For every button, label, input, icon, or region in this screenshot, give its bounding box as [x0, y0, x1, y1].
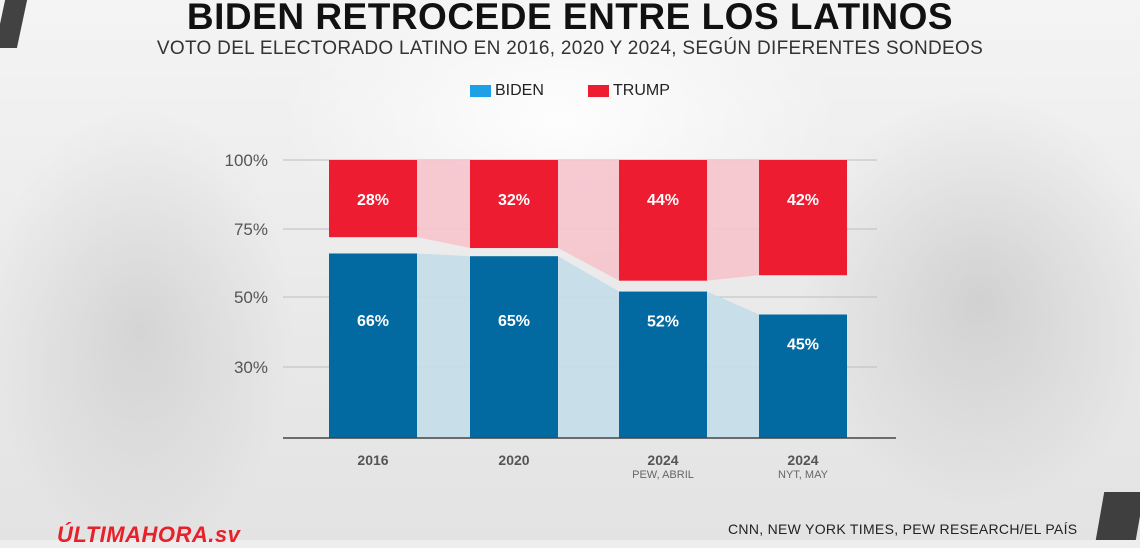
bar-biden — [470, 256, 558, 438]
y-tick-label: 100% — [225, 151, 268, 170]
biden-connector-band — [417, 253, 470, 438]
bar-biden — [759, 314, 847, 438]
trump-connector-band — [707, 160, 759, 281]
bar-biden — [329, 253, 417, 438]
biden-connector-band — [707, 291, 759, 438]
chart-subtitle: VOTO DEL ELECTORADO LATINO EN 2016, 2020… — [156, 38, 984, 59]
y-tick-label: 50% — [234, 288, 268, 307]
trump-connector-band — [558, 160, 619, 281]
x-category-label: 2016 — [357, 452, 388, 468]
data-label-biden: 52% — [647, 314, 679, 331]
bar-biden — [619, 291, 707, 438]
data-label-biden: 65% — [498, 313, 530, 330]
source-note: CNN, NEW YORK TIMES, PEW RESEARCH/EL PAÍ… — [728, 521, 1078, 537]
trump-connector-band — [417, 160, 470, 249]
legend-swatch-trump — [588, 85, 609, 97]
biden-connector-band — [558, 256, 619, 438]
chart-title: BIDEN RETROCEDE ENTRE LOS LATINOS — [186, 0, 954, 37]
bar-trump — [759, 160, 847, 276]
bar-trump — [470, 160, 558, 249]
legend-swatch-biden — [470, 85, 491, 97]
y-tick-label: 75% — [234, 220, 268, 239]
legend-label-biden: BIDEN — [495, 82, 544, 99]
data-label-biden: 45% — [787, 337, 819, 354]
data-label-biden: 66% — [357, 313, 389, 330]
legend: BIDEN TRUMP — [0, 82, 1140, 104]
brand-logo: ÚLTIMAHORA.sv — [57, 522, 241, 547]
x-category-label: 2024 — [647, 452, 678, 468]
data-label-trump: 42% — [787, 192, 819, 209]
x-category-note: NYT, MAY — [778, 469, 829, 481]
x-category-label: 2020 — [498, 452, 529, 468]
data-label-trump: 28% — [357, 192, 389, 209]
x-category-note: PEW, ABRIL — [632, 469, 694, 481]
legend-item-trump: TRUMP — [588, 82, 670, 100]
bar-trump — [329, 160, 417, 238]
y-tick-label: 30% — [234, 358, 268, 377]
legend-label-trump: TRUMP — [613, 82, 670, 99]
x-category-label: 2024 — [787, 452, 818, 468]
bar-trump — [619, 160, 707, 281]
data-label-trump: 32% — [498, 192, 530, 209]
data-label-trump: 44% — [647, 192, 679, 209]
legend-item-biden: BIDEN — [470, 82, 544, 100]
